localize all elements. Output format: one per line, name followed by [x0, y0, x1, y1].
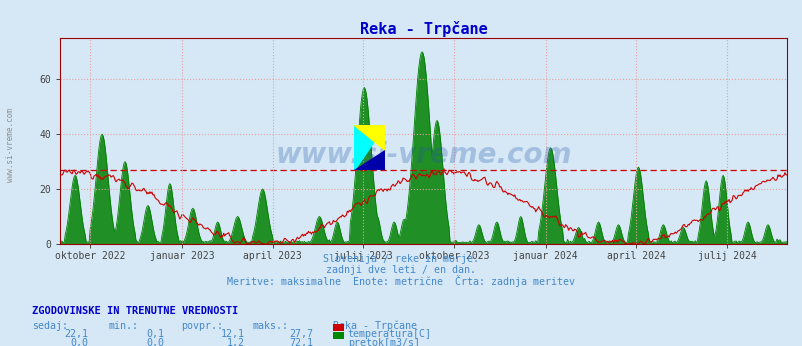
Text: 0,0: 0,0 — [147, 338, 164, 346]
Text: 1,2: 1,2 — [227, 338, 245, 346]
Title: Reka - Trpčane: Reka - Trpčane — [359, 21, 487, 37]
Text: Reka - Trpčane: Reka - Trpčane — [333, 321, 417, 331]
Text: temperatura[C]: temperatura[C] — [347, 329, 431, 339]
Text: sedaj:: sedaj: — [32, 321, 68, 331]
Text: 72,1: 72,1 — [289, 338, 313, 346]
Polygon shape — [354, 125, 384, 170]
Text: ZGODOVINSKE IN TRENUTNE VREDNOSTI: ZGODOVINSKE IN TRENUTNE VREDNOSTI — [32, 306, 238, 316]
Text: www.si-vreme.com: www.si-vreme.com — [6, 108, 15, 182]
Text: Meritve: maksimalne  Enote: metrične  Črta: zadnja meritev: Meritve: maksimalne Enote: metrične Črta… — [227, 275, 575, 287]
Text: 12,1: 12,1 — [221, 329, 245, 339]
Text: maks.:: maks.: — [253, 321, 289, 331]
Text: pretok[m3/s]: pretok[m3/s] — [347, 338, 419, 346]
Text: Slovenija / reke in morje.: Slovenija / reke in morje. — [323, 254, 479, 264]
Text: zadnji dve leti / en dan.: zadnji dve leti / en dan. — [326, 265, 476, 275]
Text: www.si-vreme.com: www.si-vreme.com — [275, 142, 571, 170]
Text: 27,7: 27,7 — [289, 329, 313, 339]
Text: povpr.:: povpr.: — [180, 321, 222, 331]
Polygon shape — [354, 125, 384, 149]
Text: 0,1: 0,1 — [147, 329, 164, 339]
Text: min.:: min.: — [108, 321, 138, 331]
Text: 0,0: 0,0 — [71, 338, 88, 346]
Polygon shape — [354, 149, 384, 170]
Text: 22,1: 22,1 — [64, 329, 88, 339]
